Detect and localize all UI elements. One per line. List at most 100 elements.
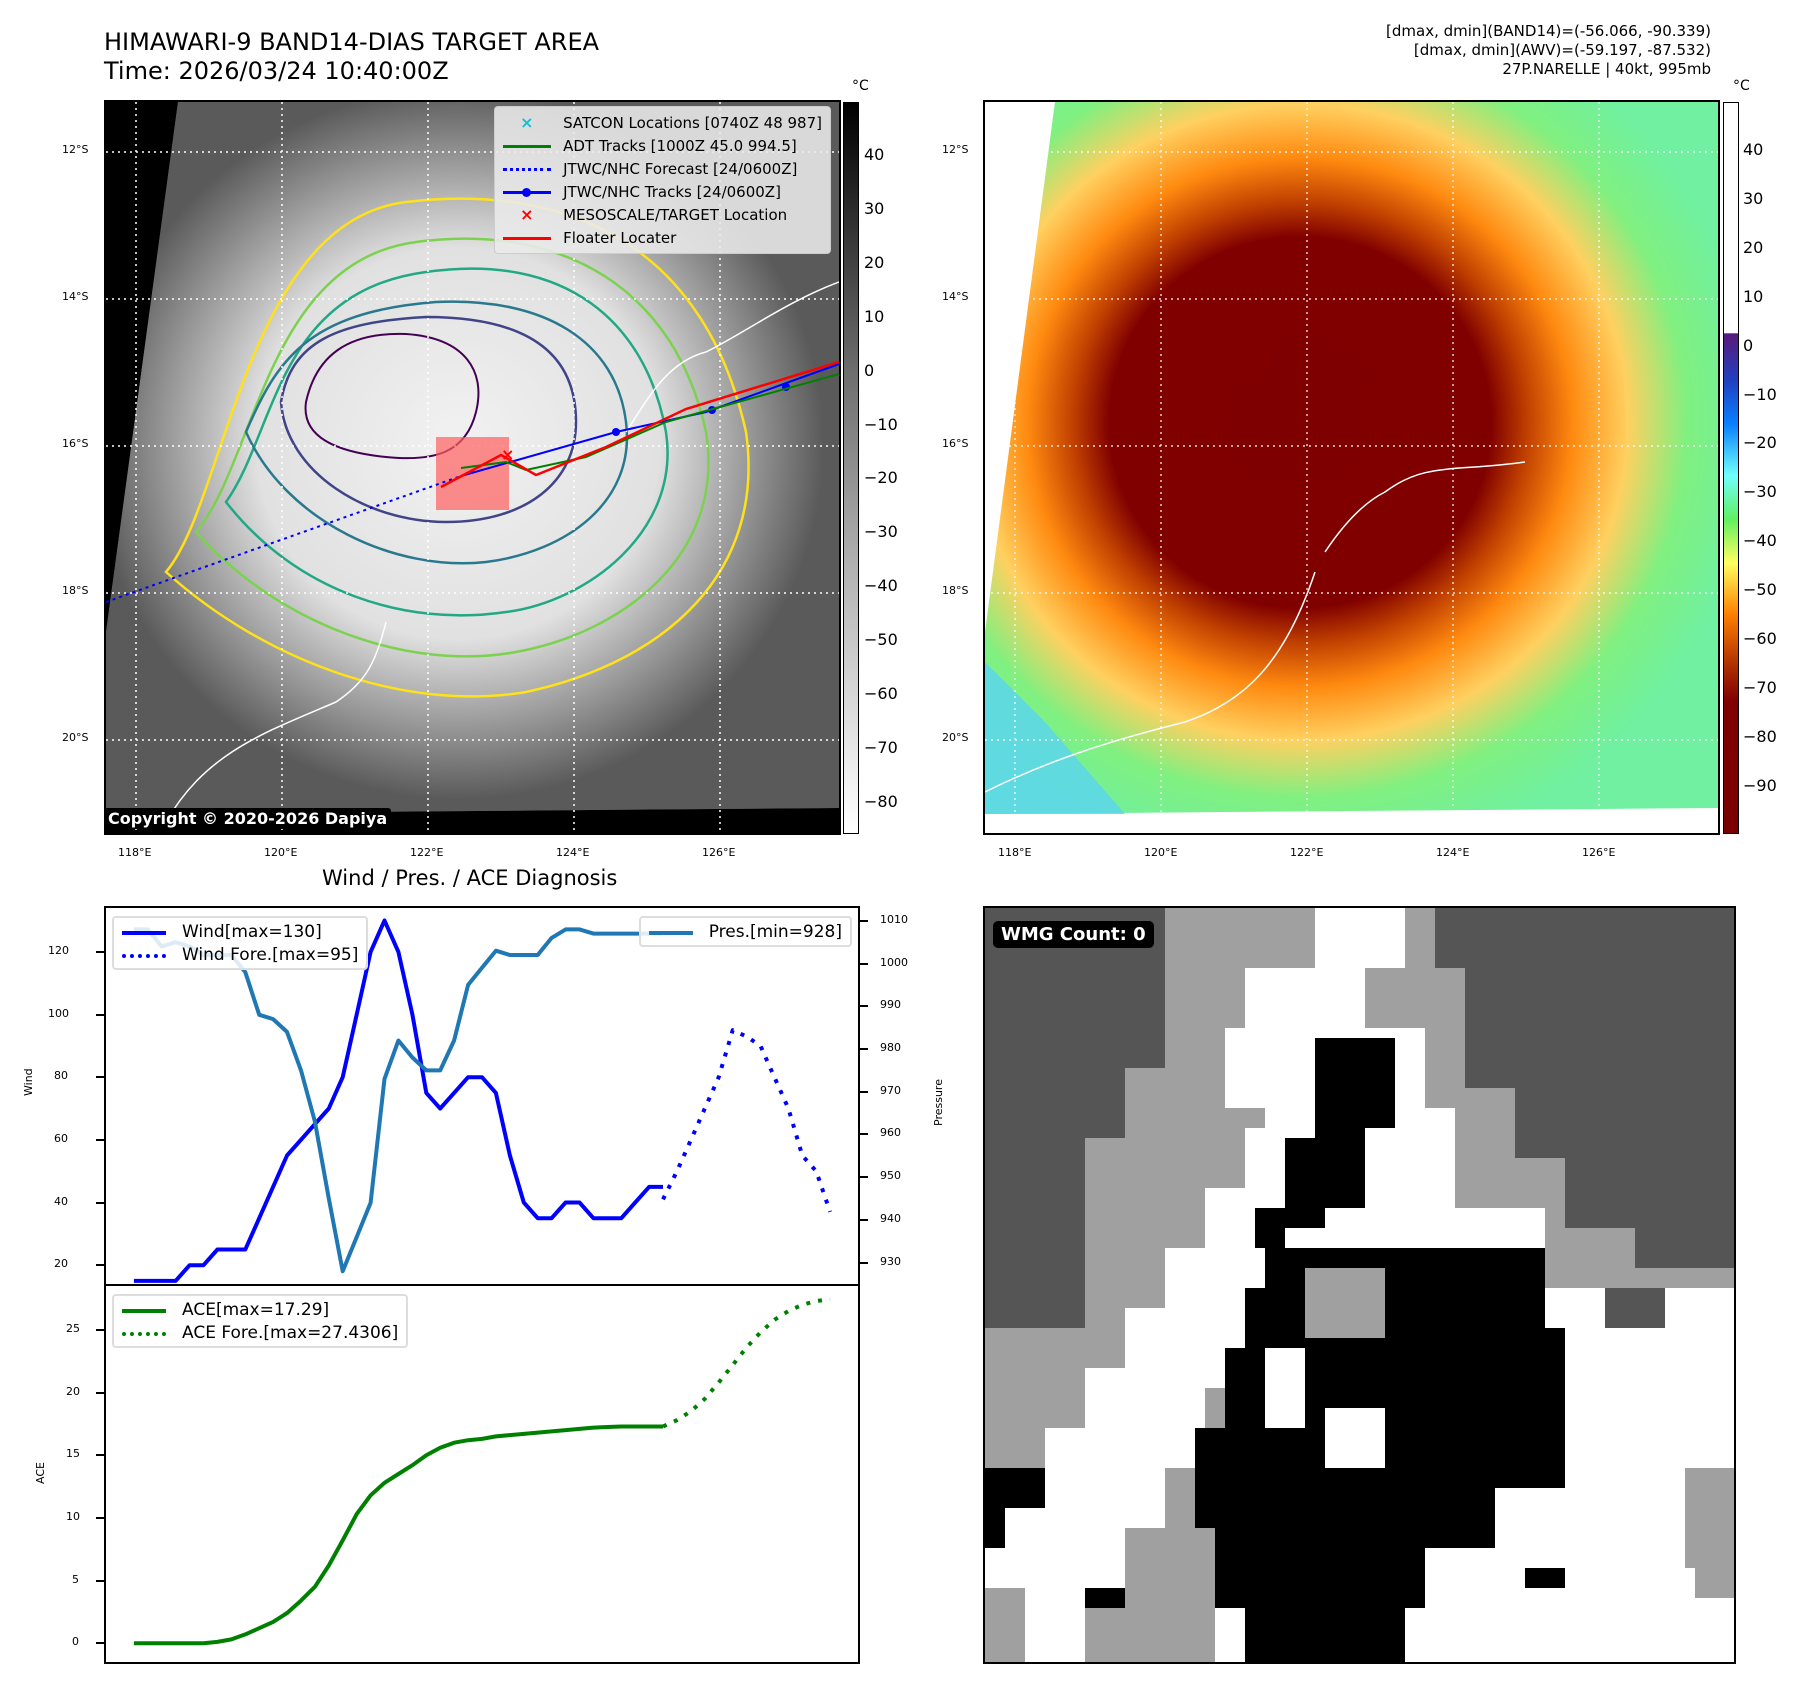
ace-tick-label: 5 <box>72 1572 79 1586</box>
coastline <box>985 571 1316 793</box>
ir-map-panel: × × SATCON Locations [0740Z 48 987] ADT T… <box>104 100 841 835</box>
dotted-line-icon <box>122 1326 170 1340</box>
pressure-tick-mark <box>860 1090 868 1093</box>
dotted-line-icon <box>122 948 170 962</box>
awv-range: [dmax, dmin](AWV)=(-59.197, -87.532) <box>1413 41 1711 59</box>
legend-ace-forecast: ACE Fore.[max=27.4306] <box>122 1321 398 1344</box>
legend-floater: Floater Locater <box>503 226 822 249</box>
series-wind-fore <box>661 1028 832 1213</box>
ace-axis-label: ACE <box>34 1462 47 1484</box>
colorbar-tick: 0 <box>864 360 875 380</box>
target-x-marker: × <box>501 445 514 464</box>
pressure-tick-mark <box>860 1176 868 1179</box>
colorbar-tick: −60 <box>1743 629 1777 648</box>
lat-tick: 20°S <box>942 731 969 744</box>
line-icon <box>503 231 552 245</box>
wind-tick-mark <box>96 1076 104 1079</box>
x-marker-icon: × <box>520 112 534 132</box>
track-legend: × SATCON Locations [0740Z 48 987] ADT Tra… <box>494 106 831 254</box>
wmg-region-dark <box>985 908 1165 1328</box>
colorbar-tick: 0 <box>1743 335 1754 355</box>
legend-satcon: × SATCON Locations [0740Z 48 987] <box>503 111 822 134</box>
wind-tick-label: 100 <box>48 1006 69 1020</box>
lon-tick: 126°E <box>702 846 736 859</box>
legend-wind-forecast: Wind Fore.[max=95] <box>122 943 358 966</box>
pressure-tick-label: 1010 <box>880 912 908 926</box>
pressure-tick-mark <box>860 1005 868 1008</box>
lat-tick: 20°S <box>62 731 89 744</box>
ace-tick-label: 10 <box>66 1509 80 1523</box>
wind-tick-mark <box>96 1264 104 1267</box>
wind-legend: Wind[max=130] Wind Fore.[max=95] <box>112 916 369 970</box>
lat-tick: 14°S <box>942 290 969 303</box>
lon-tick: 124°E <box>556 846 590 859</box>
colorbar-tick: −90 <box>1743 775 1777 795</box>
right-colorbar-unit: °C <box>1733 78 1750 94</box>
band14-range: [dmax, dmin](BAND14)=(-56.066, -90.339) <box>1386 22 1711 40</box>
colorbar-tick: −10 <box>864 414 898 434</box>
lon-tick: 120°E <box>264 846 298 859</box>
lat-tick: 16°S <box>62 437 89 450</box>
lat-tick: 16°S <box>942 437 969 450</box>
line-icon <box>503 139 552 153</box>
pressure-tick-mark <box>860 1048 868 1050</box>
lon-tick: 124°E <box>1436 846 1470 859</box>
wind-tick-mark <box>96 1138 104 1141</box>
ace-tick-mark <box>96 1391 104 1394</box>
wind-tick-label: 20 <box>54 1257 68 1271</box>
colorbar-tick: −40 <box>864 576 898 596</box>
gridlines <box>985 102 1718 833</box>
lat-tick: 18°S <box>942 584 969 597</box>
enhanced-ir-image <box>985 102 1718 833</box>
ace-tick-mark <box>96 1642 104 1645</box>
colorbar-tick: −80 <box>864 791 898 811</box>
line-icon <box>122 925 170 939</box>
ace-tick-label: 25 <box>66 1321 80 1335</box>
pressure-tick-label: 950 <box>880 1169 901 1183</box>
wind-axis-label: Wind <box>22 1068 35 1096</box>
adt-track <box>460 373 839 472</box>
wind-tick-mark <box>96 950 104 953</box>
left-colorbar <box>843 102 859 834</box>
wind-pressure-chart: Wind[max=130] Wind Fore.[max=95] Pres.[m… <box>104 906 860 1286</box>
colorbar-tick: −80 <box>1743 726 1777 746</box>
ace-tick-mark <box>96 1516 104 1519</box>
colorbar-tick: −30 <box>1743 482 1777 502</box>
x-marker-icon: × <box>520 204 534 224</box>
ace-tick-label: 0 <box>72 1635 79 1649</box>
pressure-axis-label: Pressure <box>932 1079 945 1126</box>
legend-jtwc-tracks: JTWC/NHC Tracks [24/0600Z] <box>503 180 822 203</box>
colorbar-tick: −70 <box>864 737 898 757</box>
contour-minus-54 <box>224 267 669 617</box>
pressure-tick-label: 970 <box>880 1083 901 1097</box>
lat-tick: 14°S <box>62 290 89 303</box>
wind-tick-label: 120 <box>48 943 69 957</box>
ace-plot <box>133 1297 831 1646</box>
pressure-tick-label: 930 <box>880 1254 901 1268</box>
colorbar-tick: −30 <box>864 522 898 542</box>
wind-tick-label: 60 <box>54 1131 68 1145</box>
legend-ace: ACE[max=17.29] <box>122 1298 398 1321</box>
series-ace-fore <box>662 1297 831 1429</box>
ace-tick-mark <box>96 1454 104 1457</box>
colorbar-tick: −60 <box>864 684 898 703</box>
lat-tick: 12°S <box>942 143 969 156</box>
floater-track <box>440 360 839 489</box>
colorbar-tick: 20 <box>864 252 885 272</box>
colorbar-tick: −20 <box>864 468 898 488</box>
wmg-panel <box>983 906 1736 1664</box>
right-colorbar <box>1723 102 1739 834</box>
colorbar-tick: 20 <box>1743 237 1764 257</box>
legend-wind: Wind[max=130] <box>122 920 358 943</box>
coastline <box>165 621 387 823</box>
colorbar-tick: 40 <box>864 145 885 164</box>
copyright-badge: Copyright © 2020-2026 Dapiya <box>104 808 392 829</box>
wind-tick-label: 80 <box>54 1069 68 1083</box>
colorbar-tick: −50 <box>864 630 898 650</box>
pressure-tick-label: 940 <box>880 1211 901 1225</box>
title-line-2: Time: 2026/03/24 10:40:00Z <box>104 57 449 85</box>
lon-tick: 122°E <box>1290 846 1324 859</box>
wind-tick-label: 40 <box>54 1194 68 1208</box>
lon-tick: 118°E <box>118 846 152 859</box>
lon-tick: 122°E <box>410 846 444 859</box>
